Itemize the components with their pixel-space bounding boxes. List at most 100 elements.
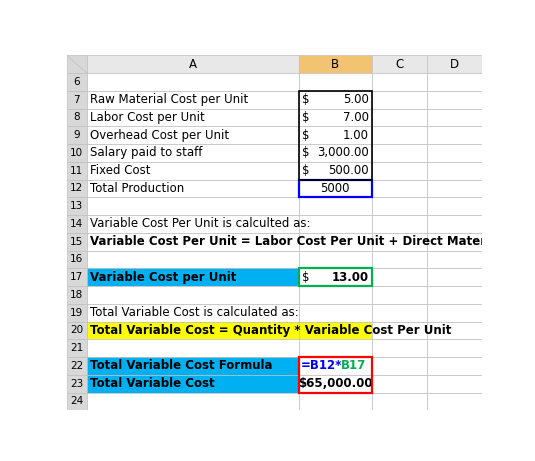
Text: 11: 11 bbox=[70, 165, 83, 176]
Bar bbox=[67, 322, 87, 339]
Bar bbox=[299, 108, 372, 126]
Bar bbox=[299, 251, 372, 268]
Text: 9: 9 bbox=[73, 130, 80, 140]
Bar bbox=[67, 233, 87, 251]
Bar bbox=[427, 357, 482, 375]
Bar bbox=[427, 55, 482, 73]
Bar bbox=[372, 197, 427, 215]
Bar bbox=[87, 179, 299, 197]
Bar bbox=[299, 357, 372, 393]
Bar bbox=[87, 286, 299, 304]
Text: $: $ bbox=[302, 164, 309, 177]
Text: 6: 6 bbox=[73, 77, 80, 87]
Text: D: D bbox=[449, 58, 458, 71]
Bar bbox=[372, 375, 427, 393]
Bar bbox=[372, 268, 427, 286]
Bar bbox=[372, 233, 427, 251]
Bar bbox=[427, 268, 482, 286]
Bar bbox=[372, 393, 427, 410]
Text: 5000: 5000 bbox=[320, 182, 350, 195]
Bar bbox=[427, 91, 482, 108]
Bar bbox=[299, 357, 372, 375]
Bar bbox=[67, 91, 87, 108]
Text: 5.00: 5.00 bbox=[343, 93, 369, 106]
Text: Raw Material Cost per Unit: Raw Material Cost per Unit bbox=[90, 93, 248, 106]
Bar bbox=[87, 357, 299, 375]
Bar bbox=[87, 108, 299, 126]
Text: $65,000.00: $65,000.00 bbox=[298, 377, 372, 390]
Bar bbox=[67, 162, 87, 179]
Bar bbox=[67, 251, 87, 268]
Bar bbox=[372, 215, 427, 233]
Text: 15: 15 bbox=[70, 236, 83, 247]
Bar bbox=[87, 215, 299, 233]
Bar bbox=[67, 357, 87, 375]
Text: 20: 20 bbox=[70, 325, 83, 336]
Text: A: A bbox=[189, 58, 197, 71]
Text: 21: 21 bbox=[70, 343, 83, 353]
Text: =B12*: =B12* bbox=[301, 360, 342, 372]
Bar bbox=[67, 144, 87, 162]
Bar bbox=[87, 73, 299, 91]
Text: B: B bbox=[331, 58, 339, 71]
Bar bbox=[427, 126, 482, 144]
Text: Salary paid to staff: Salary paid to staff bbox=[90, 147, 202, 160]
Bar bbox=[427, 73, 482, 91]
Bar bbox=[372, 286, 427, 304]
Bar bbox=[299, 126, 372, 144]
Bar bbox=[87, 126, 299, 144]
Text: Total Variable Cost is calculated as:: Total Variable Cost is calculated as: bbox=[90, 306, 299, 319]
Bar bbox=[372, 179, 427, 197]
Bar bbox=[299, 73, 372, 91]
Bar bbox=[372, 322, 427, 339]
Text: 23: 23 bbox=[70, 378, 83, 389]
Bar bbox=[87, 322, 299, 339]
Bar bbox=[427, 322, 482, 339]
Bar bbox=[87, 251, 299, 268]
Text: Variable Cost per Unit: Variable Cost per Unit bbox=[90, 271, 236, 284]
Bar bbox=[67, 73, 87, 91]
Bar bbox=[87, 144, 299, 162]
Bar bbox=[67, 197, 87, 215]
Bar bbox=[372, 304, 427, 322]
Text: C: C bbox=[395, 58, 403, 71]
Bar bbox=[299, 215, 372, 233]
Bar bbox=[87, 91, 299, 108]
Bar bbox=[67, 215, 87, 233]
Bar bbox=[427, 304, 482, 322]
Bar bbox=[299, 179, 372, 197]
Text: 19: 19 bbox=[70, 307, 83, 318]
Bar bbox=[299, 91, 372, 108]
Bar bbox=[427, 286, 482, 304]
Text: 10: 10 bbox=[70, 148, 83, 158]
Bar bbox=[67, 108, 87, 126]
Bar bbox=[67, 304, 87, 322]
Bar bbox=[372, 91, 427, 108]
Bar bbox=[299, 393, 372, 410]
Text: 24: 24 bbox=[70, 396, 83, 407]
Text: 13.00: 13.00 bbox=[332, 271, 369, 284]
Bar bbox=[427, 144, 482, 162]
Bar bbox=[67, 286, 87, 304]
Text: Total Production: Total Production bbox=[90, 182, 184, 195]
Text: Labor Cost per Unit: Labor Cost per Unit bbox=[90, 111, 204, 124]
Text: 14: 14 bbox=[70, 219, 83, 229]
Bar bbox=[427, 375, 482, 393]
Bar bbox=[299, 268, 372, 286]
Bar bbox=[67, 393, 87, 410]
Text: 18: 18 bbox=[70, 290, 83, 300]
Bar bbox=[87, 339, 299, 357]
Text: Variable Cost Per Unit is calculted as:: Variable Cost Per Unit is calculted as: bbox=[90, 218, 310, 230]
Text: $: $ bbox=[302, 147, 309, 160]
Text: 7.00: 7.00 bbox=[343, 111, 369, 124]
Bar bbox=[299, 233, 372, 251]
Bar bbox=[87, 162, 299, 179]
Bar bbox=[372, 73, 427, 91]
Bar bbox=[427, 251, 482, 268]
Bar bbox=[67, 126, 87, 144]
Text: 17: 17 bbox=[70, 272, 83, 282]
Bar bbox=[427, 215, 482, 233]
Text: 16: 16 bbox=[70, 254, 83, 265]
Bar bbox=[67, 375, 87, 393]
Bar bbox=[67, 55, 87, 73]
